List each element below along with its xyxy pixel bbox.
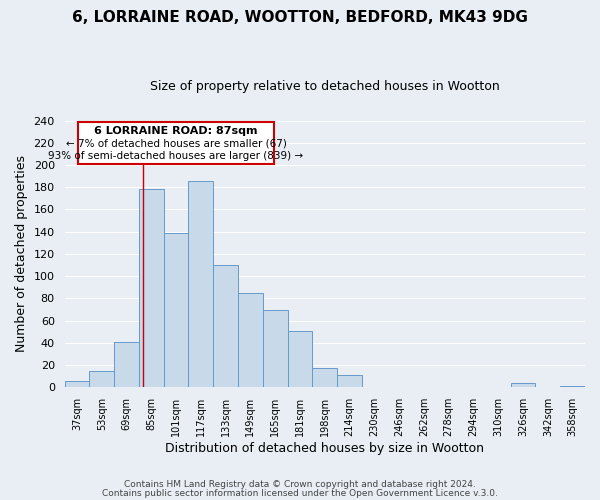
Bar xyxy=(65,380,89,388)
Bar xyxy=(560,386,585,388)
Bar xyxy=(313,368,337,388)
Text: 6, LORRAINE ROAD, WOOTTON, BEDFORD, MK43 9DG: 6, LORRAINE ROAD, WOOTTON, BEDFORD, MK43… xyxy=(72,10,528,25)
Bar xyxy=(188,180,213,388)
Bar xyxy=(213,265,238,388)
X-axis label: Distribution of detached houses by size in Wootton: Distribution of detached houses by size … xyxy=(165,442,484,455)
Bar xyxy=(263,310,287,388)
Text: ← 7% of detached houses are smaller (67): ← 7% of detached houses are smaller (67) xyxy=(65,138,286,148)
Bar xyxy=(511,383,535,388)
Title: Size of property relative to detached houses in Wootton: Size of property relative to detached ho… xyxy=(150,80,500,93)
Y-axis label: Number of detached properties: Number of detached properties xyxy=(15,156,28,352)
Text: 93% of semi-detached houses are larger (839) →: 93% of semi-detached houses are larger (… xyxy=(49,150,304,160)
Bar xyxy=(89,370,114,388)
Bar xyxy=(114,342,139,388)
Bar xyxy=(337,375,362,388)
Bar xyxy=(238,293,263,388)
Text: Contains HM Land Registry data © Crown copyright and database right 2024.: Contains HM Land Registry data © Crown c… xyxy=(124,480,476,489)
Bar xyxy=(139,190,164,388)
Bar xyxy=(287,330,313,388)
Bar xyxy=(164,233,188,388)
FancyBboxPatch shape xyxy=(78,122,274,164)
Text: Contains public sector information licensed under the Open Government Licence v.: Contains public sector information licen… xyxy=(102,488,498,498)
Text: 6 LORRAINE ROAD: 87sqm: 6 LORRAINE ROAD: 87sqm xyxy=(94,126,258,136)
